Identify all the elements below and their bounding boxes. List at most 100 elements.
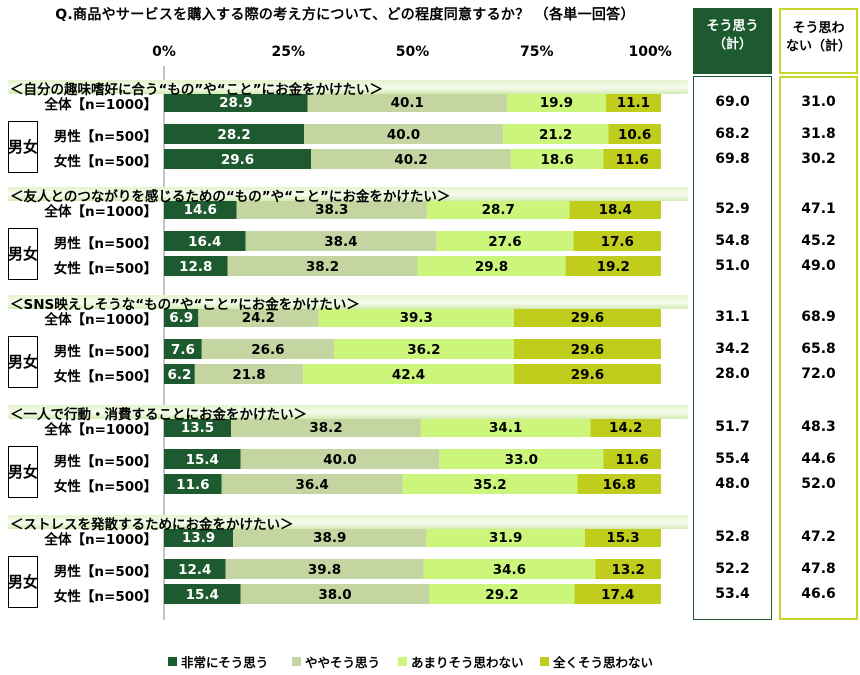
bar-value-label: 29.6: [221, 152, 254, 168]
agree-total-column: [693, 76, 772, 620]
bar-value-label: 38.3: [315, 202, 348, 218]
gender-group-label: 男女: [8, 336, 38, 388]
agree-header-line1: そう思う: [706, 19, 759, 34]
bar-value-label: 29.2: [485, 587, 518, 603]
bar-value-label: 34.1: [489, 420, 522, 436]
bar-segment: [231, 417, 421, 437]
agree-total-value: 28.0: [715, 366, 750, 382]
disagree-total-value: 46.6: [801, 586, 836, 602]
bar-segment: [402, 474, 578, 494]
bar-segment: [513, 307, 661, 327]
agree-total-value: 51.0: [715, 258, 750, 274]
bar-value-label: 42.4: [392, 367, 425, 383]
bar-value-label: 40.0: [387, 127, 420, 143]
bar-value-label: 28.2: [217, 127, 250, 143]
bar-segment: [307, 92, 507, 112]
bar-segment: [573, 231, 661, 251]
row-label: 男性【n=500】: [53, 564, 157, 580]
bar-value-label: 11.6: [176, 477, 209, 493]
bar-value-label: 36.2: [407, 342, 440, 358]
row-label: 全体【n=1000】: [44, 532, 158, 548]
bar-value-label: 38.2: [309, 420, 342, 436]
bar-value-label: 29.8: [475, 259, 508, 275]
agree-total-value: 68.2: [715, 126, 750, 142]
x-tick-label: 75%: [519, 44, 554, 60]
bar-segment: [164, 231, 246, 251]
bar-segment: [303, 364, 514, 384]
section-title: ＜SNS映えしそうな“もの”や“こと”にお金をかけたい＞: [10, 297, 360, 313]
bar-segment: [240, 584, 430, 604]
bar-segment: [227, 256, 418, 276]
bar-value-label: 29.6: [571, 310, 604, 326]
bar-segment: [333, 339, 514, 359]
bar-segment: [198, 307, 319, 327]
bar-value-label: 35.2: [473, 477, 506, 493]
row-label: 全体【n=1000】: [44, 312, 158, 328]
bar-segment: [164, 339, 202, 359]
bar-value-label: 15.3: [606, 530, 639, 546]
bar-value-label: 13.2: [612, 562, 645, 578]
gender-char: 男: [7, 245, 23, 263]
agree-total-value: 54.8: [715, 233, 750, 249]
bar-value-label: 34.6: [493, 562, 526, 578]
bar-segment: [164, 474, 222, 494]
disagree-total-value: 48.3: [801, 419, 836, 435]
bar-segment: [311, 149, 511, 169]
bar-value-label: 40.1: [391, 95, 424, 111]
bar-value-label: 29.6: [571, 342, 604, 358]
bar-value-label: 39.3: [400, 310, 433, 326]
bar-segment: [164, 92, 308, 112]
bar-segment: [574, 584, 661, 604]
disagree-header-line1: そう思わ: [792, 21, 845, 36]
bar-value-label: 40.2: [394, 152, 427, 168]
bar-segment: [590, 417, 661, 437]
gender-char: 女: [23, 245, 39, 263]
bar-segment: [236, 199, 427, 219]
row-label: 全体【n=1000】: [44, 97, 158, 113]
bar-value-label: 19.2: [597, 259, 630, 275]
bar-value-label: 36.4: [295, 477, 328, 493]
bar-value-label: 6.2: [167, 367, 191, 383]
agree-total-value: 52.2: [715, 561, 750, 577]
bar-value-label: 21.8: [232, 367, 265, 383]
bar-value-label: 11.6: [616, 152, 649, 168]
bar-segment: [164, 124, 305, 144]
bar-value-label: 40.0: [323, 452, 356, 468]
legend-swatch: [540, 657, 549, 666]
bar-segment: [221, 474, 403, 494]
bar-value-label: 31.9: [489, 530, 522, 546]
bar-segment: [423, 559, 596, 579]
row-label: 女性【n=500】: [53, 154, 157, 170]
legend-swatch: [292, 657, 301, 666]
gender-char: 男: [7, 463, 23, 481]
x-tick-label: 0%: [152, 44, 176, 60]
bar-segment: [577, 474, 661, 494]
bar-segment: [245, 231, 437, 251]
disagree-total-value: 65.8: [801, 341, 836, 357]
bar-segment: [304, 124, 503, 144]
disagree-total-value: 30.2: [801, 151, 836, 167]
agree-total-value: 69.8: [715, 151, 750, 167]
bar-value-label: 11.1: [617, 95, 650, 111]
section-band: [8, 295, 688, 309]
bar-value-label: 7.6: [171, 342, 195, 358]
gender-char: 女: [23, 463, 39, 481]
bar-segment: [429, 584, 575, 604]
row-label: 全体【n=1000】: [44, 204, 158, 220]
bar-segment: [164, 417, 232, 437]
section-title: ＜ストレスを発散するためにお金をかけたい＞: [10, 517, 294, 533]
bar-segment: [595, 559, 661, 579]
section-title: ＜自分の趣味嗜好に合う“もの”や“こと”にお金をかけたい＞: [10, 82, 383, 98]
bar-value-label: 39.8: [308, 562, 341, 578]
legend-label: ややそう思う: [305, 655, 381, 670]
legend-label: あまりそう思わない: [411, 655, 524, 670]
bar-segment: [426, 527, 585, 547]
bar-value-label: 38.0: [318, 587, 351, 603]
bar-segment: [603, 149, 661, 169]
section-band: [8, 187, 688, 201]
bar-value-label: 18.4: [599, 202, 632, 218]
bar-segment: [164, 256, 228, 276]
disagree-total-value: 47.1: [801, 201, 836, 217]
bar-segment: [506, 92, 606, 112]
